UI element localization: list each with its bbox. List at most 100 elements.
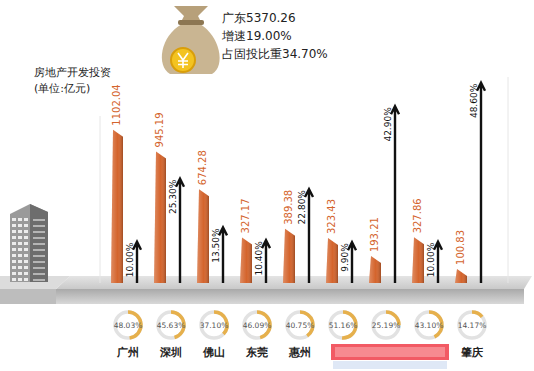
building-window [33,231,45,233]
category-label: 东莞 [245,346,268,359]
arrows [133,83,485,283]
building-window [24,230,28,233]
value-label: 674.28 [197,150,208,185]
building-window [18,230,22,233]
building-window [24,266,28,269]
money-bag-icon [162,6,220,74]
redaction [333,361,447,369]
building-window [24,236,28,239]
ring-label: 40.75% [286,321,315,330]
value-label: 1102.04 [111,84,122,125]
growth-label: 9.90% [340,243,350,272]
building-window [33,225,45,227]
building-window [18,248,22,251]
bar-shade [197,189,209,283]
category-label: 佛山 [202,346,225,359]
axis-line [508,77,509,283]
growth-label: 25.30% [168,179,178,214]
value-label: 327.86 [412,198,423,233]
value-label: 100.83 [455,230,466,265]
labels: 1102.04 945.19 674.28 327.17 389.38 323.43 193… [111,83,479,277]
axis-line [100,116,101,283]
building-window [33,261,45,263]
ring-label: 48.03% [114,321,143,330]
building-window [33,273,45,275]
growth-label: 10.40% [254,241,264,276]
building-window [12,248,16,251]
value-label: 945.19 [154,112,165,147]
growth-label: 13.50% [211,228,221,263]
building-window [18,278,22,281]
bar [326,238,338,283]
building-window [12,260,16,263]
coin [171,48,195,72]
growth-label: 42.90% [383,107,393,142]
ring-label: 43.10% [415,321,444,330]
ring-arc [472,312,482,317]
value-label: 327.17 [240,198,251,233]
building-window [18,242,22,245]
building-window [12,254,16,257]
building-window [18,218,22,221]
bar [154,151,166,283]
bar [197,189,209,283]
building-window [12,266,16,269]
ring-label: 37.10% [200,321,229,330]
building-icon [10,204,48,282]
building-window [18,272,22,275]
ring-label: 25.19% [372,321,401,330]
building-window [12,236,16,239]
growth-label: 10.00% [426,242,436,277]
bar [369,256,381,283]
building-window [12,224,16,227]
building-window [33,279,45,281]
building-window [24,254,28,257]
building-window [33,219,45,221]
building-body [10,204,48,282]
value-label: 193.21 [369,217,380,252]
category-label: 广州 [116,346,139,359]
annotation: 广东5370.26 [222,11,296,25]
annotation: 占固投比重34.70% [222,47,328,61]
category-label: 惠州 [288,346,311,359]
bar-shade [154,151,166,283]
building-window [33,249,45,251]
bar [283,229,295,283]
bar-shade [240,237,252,283]
building-window [12,230,16,233]
bar-shade [369,256,381,283]
building-window [33,243,45,245]
building-window [24,218,28,221]
coin-symbol [178,53,188,68]
building-window [24,278,28,281]
building-window [24,260,28,263]
platform-front [56,289,524,304]
bag-body [162,24,220,74]
building-window [18,236,22,239]
growth-label: 48.60% [469,83,479,118]
chart: 广东5370.26增速19.00%占固投比重34.70%房地产开发投资(单位:亿… [0,0,534,371]
value-label: 323.43 [326,199,337,234]
building-window [24,224,28,227]
value-label: 389.38 [283,190,294,225]
bar-shade [283,229,295,283]
bar [111,130,123,283]
category-label: 深圳 [159,346,182,359]
building-window [18,260,22,263]
bag-top [174,6,208,24]
building-window [12,272,16,275]
building-window [24,242,28,245]
redaction [331,344,449,360]
building-window [12,278,16,281]
bar [240,237,252,283]
growth-label: 22.80% [297,190,307,225]
category-label: 肇庆 [460,346,483,359]
redaction [335,347,445,357]
subtitle: (单位:亿元) [34,82,90,95]
ring-label: 14.17% [458,321,487,330]
building-window [18,224,22,227]
building-window [33,267,45,269]
building-side [30,204,48,282]
building-window [18,254,22,257]
ring-label: 45.63% [157,321,186,330]
